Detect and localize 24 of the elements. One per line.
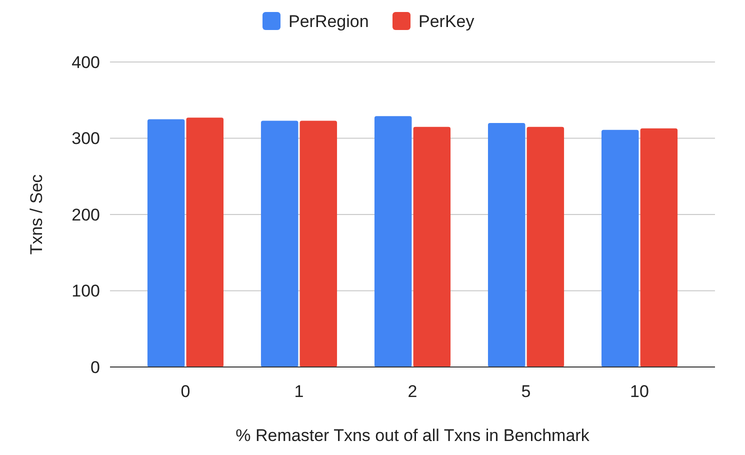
x-axis-title: % Remaster Txns out of all Txns in Benchmark xyxy=(236,426,590,445)
y-tick-label: 400 xyxy=(72,52,100,72)
x-tick-label: 0 xyxy=(180,382,190,401)
bar xyxy=(413,126,451,367)
bar xyxy=(488,123,526,367)
y-axis-title: Txns / Sec xyxy=(27,174,46,255)
bar xyxy=(300,120,338,367)
bar xyxy=(526,126,564,367)
y-tick-label: 100 xyxy=(72,282,100,301)
legend-label: PerKey xyxy=(418,12,475,31)
bar xyxy=(374,116,412,367)
x-tick-label: 10 xyxy=(630,382,649,401)
x-tick-label: 2 xyxy=(408,382,418,401)
y-tick-label: 300 xyxy=(72,129,100,148)
x-tick-label: 1 xyxy=(294,382,304,401)
bar xyxy=(601,130,639,367)
y-tick-label: 200 xyxy=(72,205,100,224)
y-tick-label: 0 xyxy=(90,358,100,377)
bar xyxy=(640,128,678,367)
bar xyxy=(186,118,224,367)
x-tick-label: 5 xyxy=(521,382,531,401)
legend-label: PerRegion xyxy=(288,12,369,31)
bar xyxy=(260,120,298,367)
bar xyxy=(147,119,185,367)
